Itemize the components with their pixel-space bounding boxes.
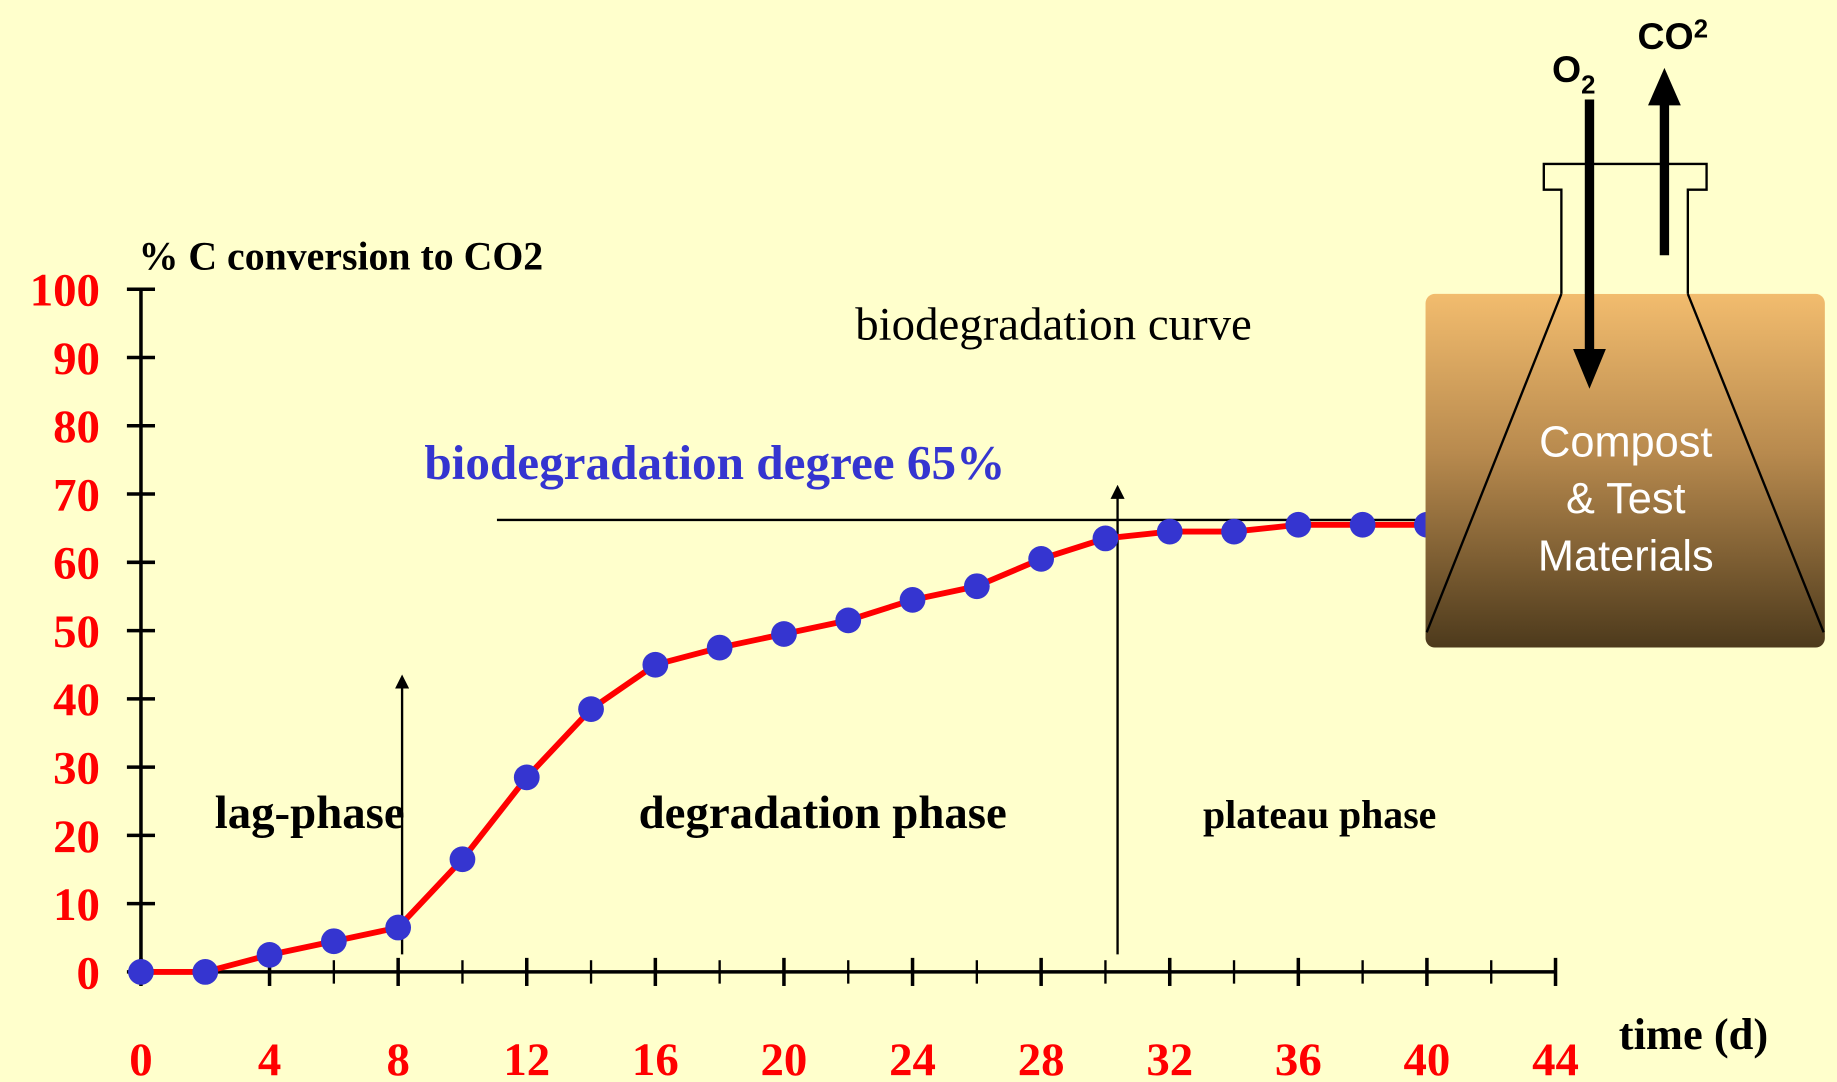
y-tick-label: 0 — [77, 947, 100, 999]
marker — [385, 914, 412, 941]
x-tick-label: 40 — [1404, 1034, 1451, 1082]
marker — [320, 928, 347, 955]
x-tick-label: 4 — [258, 1034, 281, 1082]
gas-label-sub: 2 — [1581, 72, 1595, 100]
annotation: degradation phase — [639, 787, 1007, 839]
y-tick-label: 40 — [53, 674, 100, 726]
gas-label-sup: 2 — [1694, 15, 1708, 43]
x-tick-label: 44 — [1532, 1034, 1579, 1082]
annotation: plateau phase — [1203, 793, 1436, 837]
x-tick-label: 0 — [129, 1034, 152, 1082]
marker — [963, 573, 990, 600]
y-tick-label: 60 — [53, 538, 100, 590]
y-tick-label: 100 — [30, 265, 100, 317]
marker — [513, 764, 540, 791]
annotation: biodegradation degree 65% — [424, 435, 1005, 490]
gas-label: O2 — [1552, 48, 1595, 100]
marker — [771, 621, 797, 647]
gas-label-main: O — [1552, 48, 1581, 90]
x-tick-label: 8 — [386, 1034, 409, 1082]
x-tick-label: 20 — [761, 1034, 808, 1082]
arrow-out-head — [1648, 67, 1681, 106]
y-tick-label: 50 — [53, 606, 100, 658]
x-tick-label: 24 — [889, 1034, 936, 1082]
marker — [449, 846, 476, 873]
marker — [1221, 518, 1247, 545]
flask-body — [1425, 293, 1825, 633]
flask-label: Compost — [1539, 419, 1712, 467]
flask-neck — [1542, 162, 1708, 294]
marker — [1349, 511, 1376, 538]
marker — [1156, 518, 1183, 545]
marker — [256, 941, 283, 968]
marker — [1285, 511, 1312, 538]
y-tick-label: 70 — [53, 469, 100, 521]
x-tick-label: 36 — [1275, 1034, 1322, 1082]
marker — [578, 696, 604, 722]
x-tick-label: 12 — [503, 1034, 550, 1082]
marker — [192, 959, 219, 985]
marker — [128, 959, 154, 985]
gas-label: CO2 — [1637, 15, 1708, 57]
flask-label: Materials — [1538, 532, 1714, 580]
marker — [899, 586, 926, 613]
x-tick-label: 16 — [632, 1034, 679, 1082]
x-tick-label: 32 — [1146, 1034, 1193, 1082]
marker — [835, 607, 862, 634]
annotation: lag-phase — [215, 787, 405, 839]
y-axis-label: % C conversion to CO2 — [139, 234, 544, 278]
flask-label: & Test — [1566, 475, 1686, 523]
flask-illustration: Compost & Test Materials O2 CO2 — [1425, 15, 1825, 648]
marker — [706, 634, 733, 661]
x-tick-label: 28 — [1018, 1034, 1065, 1082]
plot: 0 10 20 30 40 50 60 70 80 90 100 0 4 8 12 16 20 24 28 32 36 4… — [30, 265, 1579, 1082]
marker — [642, 651, 669, 678]
chart-title: biodegradation curve — [855, 299, 1252, 351]
y-tick-label: 90 — [53, 333, 100, 385]
marker — [1028, 546, 1055, 572]
marker — [1092, 525, 1119, 552]
y-tick-label: 80 — [53, 401, 100, 453]
soil — [1425, 293, 1825, 648]
x-axis-label: time (d) — [1619, 1009, 1768, 1059]
y-tick-label: 10 — [53, 879, 100, 931]
gas-label-main: CO — [1637, 15, 1693, 57]
y-tick-label: 20 — [53, 811, 100, 863]
arrow-in-head — [1573, 348, 1606, 389]
y-tick-label: 30 — [53, 743, 100, 795]
